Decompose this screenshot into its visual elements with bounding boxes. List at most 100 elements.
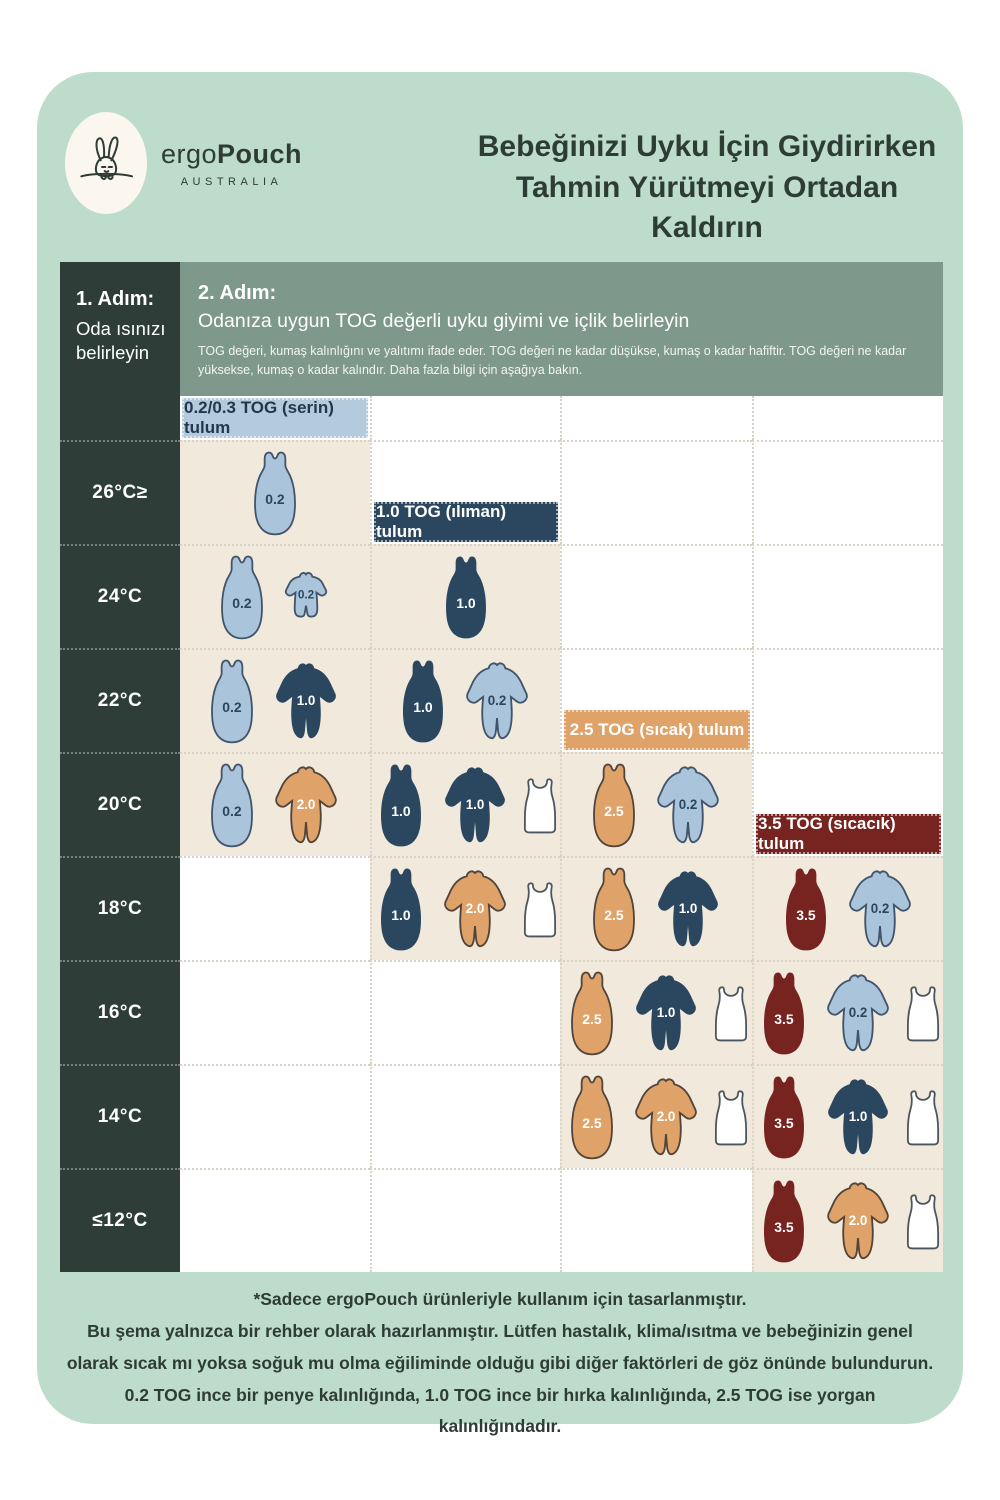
page-title-line2: Tahmin Yürütmeyi Ortadan Kaldırın	[515, 170, 899, 245]
grid-cell-24c-tog-10: 1.0	[370, 544, 560, 648]
svg-text:0.2: 0.2	[222, 699, 242, 715]
grid-cell-14c-tog-10	[370, 1064, 560, 1168]
temp-row-label: 24°C	[60, 544, 180, 648]
grid-cell-18c-tog-02	[180, 856, 370, 960]
sleeping-bag-icon: 3.5	[779, 863, 833, 955]
temp-row-label: 22°C	[60, 648, 180, 752]
svg-text:1.0: 1.0	[466, 797, 485, 812]
grid-cell-18c-tog-10: 1.0 2.0	[370, 856, 560, 960]
svg-text:0.2: 0.2	[232, 595, 252, 611]
sleepsuit-icon: 0.2	[819, 971, 897, 1056]
grid-cell-12c-tog-02	[180, 1168, 370, 1272]
svg-text:2.5: 2.5	[604, 803, 624, 819]
svg-text:2.0: 2.0	[297, 797, 316, 812]
sleepsuit-icon: 2.0	[267, 763, 345, 848]
grid-cell-16c-tog-10	[370, 960, 560, 1064]
singlet-icon	[905, 1087, 941, 1147]
temp-value: 24°C	[97, 586, 143, 607]
sleepsuit-icon: 1.0	[267, 659, 345, 744]
svg-text:0.2: 0.2	[870, 901, 889, 916]
temp-row-label: ≤12°C	[60, 1168, 180, 1272]
footnote-2: Bu şema yalnızca bir rehber olarak hazır…	[66, 1320, 934, 1373]
sleeping-bag-icon: 1.0	[396, 655, 450, 747]
svg-text:2.0: 2.0	[657, 1109, 676, 1124]
grid-cell-26c-tog-10: 1.0 TOG (ılıman) tulum	[370, 440, 560, 544]
svg-text:2.5: 2.5	[604, 907, 624, 923]
step2-title: 2. Adım:	[198, 282, 277, 304]
grid-cell-16c-tog-25: 2.5 1.0	[560, 960, 752, 1064]
grid-cell-18c-tog-25: 2.5 1.0	[560, 856, 752, 960]
grid-cell-14c-tog-02	[180, 1064, 370, 1168]
svg-text:2.0: 2.0	[848, 1213, 867, 1228]
sleeping-bag-icon: 1.0	[374, 759, 428, 851]
svg-text:1.0: 1.0	[657, 1005, 676, 1020]
sleeping-bag-icon: 2.5	[587, 863, 641, 955]
svg-text:1.0: 1.0	[679, 901, 698, 916]
temp-value: 20°C	[97, 794, 143, 815]
sleeping-bag-icon: 0.2	[205, 655, 259, 747]
temp-value: 18°C	[97, 898, 143, 919]
sleepsuit-icon: 1.0	[819, 1075, 897, 1160]
infographic-card: ergoPouch AUSTRALIA Bebeğinizi Uyku İçin…	[37, 72, 963, 1436]
grid-cell-26c-tog-02: 0.2	[180, 440, 370, 544]
singlet-icon	[713, 983, 749, 1043]
sleeping-bag-icon: 3.5	[757, 967, 811, 1059]
sleeping-bag-icon: 0.2	[205, 759, 259, 851]
step2-header: 2. Adım: Odanıza uygun TOG değerli uyku …	[180, 262, 943, 396]
grid-strip-cell	[560, 396, 752, 440]
sleeping-bag-icon: 3.5	[757, 1175, 811, 1267]
grid-strip-cell	[752, 396, 943, 440]
page-title-line1: Bebeğinizi Uyku İçin Giydirirken	[477, 130, 937, 163]
grid-cell-26c-tog-25	[560, 440, 752, 544]
svg-text:0.2: 0.2	[848, 1005, 867, 1020]
tog-column-header-tog-25: 2.5 TOG (sıcak) tulum	[564, 710, 750, 750]
svg-text:2.5: 2.5	[582, 1115, 602, 1131]
grid-cell-20c-tog-35: 3.5 TOG (sıcacık) tulum	[752, 752, 943, 856]
svg-text:2.5: 2.5	[582, 1011, 602, 1027]
temp-value: 22°C	[97, 690, 143, 711]
grid-cell-16c-tog-35: 3.5 0.2	[752, 960, 943, 1064]
sleeping-bag-icon: 2.5	[565, 967, 619, 1059]
svg-text:3.5: 3.5	[774, 1115, 794, 1131]
temp-row-label: 26°C≥	[60, 440, 180, 544]
page-title: Bebeğinizi Uyku İçin Giydirirken Tahmin …	[467, 127, 947, 249]
sleeping-bag-icon: 2.5	[565, 1071, 619, 1163]
temp-value: ≤12°C	[92, 1210, 148, 1231]
grid-cell-14c-tog-25: 2.5 2.0	[560, 1064, 752, 1168]
footnote-1: *Sadece ergoPouch ürünleriyle kullanım i…	[253, 1289, 747, 1309]
brand-logo: ergoPouch AUSTRALIA	[65, 112, 302, 214]
footnote-3: 0.2 TOG ince bir penye kalınlığında, 1.0…	[124, 1384, 876, 1437]
grid-cell-26c-tog-35	[752, 440, 943, 544]
temp-value: 26°C≥	[92, 482, 148, 503]
sleepsuit-icon: 1.0	[436, 763, 514, 848]
grid-cell-12c-tog-10	[370, 1168, 560, 1272]
sleeping-bag-icon: 1.0	[439, 551, 493, 643]
sleeping-bag-icon: 3.5	[757, 1071, 811, 1163]
step2-note: TOG değeri, kumaş kalınlığını ve yalıtım…	[198, 344, 907, 377]
grid-cell-12c-tog-25	[560, 1168, 752, 1272]
grid-cell-24c-tog-25	[560, 544, 752, 648]
sleeping-bag-icon: 0.2	[248, 447, 302, 539]
grid-strip-cell: 0.2/0.3 TOG (serin) tulum	[180, 396, 370, 440]
grid-cell-22c-tog-10: 1.0 0.2	[370, 648, 560, 752]
singlet-icon	[522, 879, 558, 939]
sleepsuit-icon: 0.2	[841, 867, 919, 952]
sleeping-bag-icon: 0.2	[215, 551, 269, 643]
svg-text:0.2: 0.2	[265, 491, 285, 507]
svg-text:3.5: 3.5	[774, 1219, 794, 1235]
sleepsuit-icon: 0.2	[458, 659, 536, 744]
singlet-icon	[905, 1191, 941, 1251]
grid-cell-18c-tog-35: 3.5 0.2	[752, 856, 943, 960]
tog-table: 1. Adım: Oda ısınızı belirleyin 2. Adım:…	[60, 262, 943, 1272]
temp-row-label: 16°C	[60, 960, 180, 1064]
svg-text:0.2: 0.2	[488, 693, 507, 708]
temp-column-strip	[60, 396, 180, 440]
svg-text:3.5: 3.5	[774, 1011, 794, 1027]
singlet-icon	[522, 775, 558, 835]
singlet-icon	[713, 1087, 749, 1147]
svg-text:1.0: 1.0	[391, 803, 411, 819]
sleepsuit-icon: 1.0	[649, 867, 727, 952]
svg-text:0.2: 0.2	[298, 588, 315, 601]
svg-text:1.0: 1.0	[848, 1109, 867, 1124]
sleeping-bag-icon: 2.5	[587, 759, 641, 851]
